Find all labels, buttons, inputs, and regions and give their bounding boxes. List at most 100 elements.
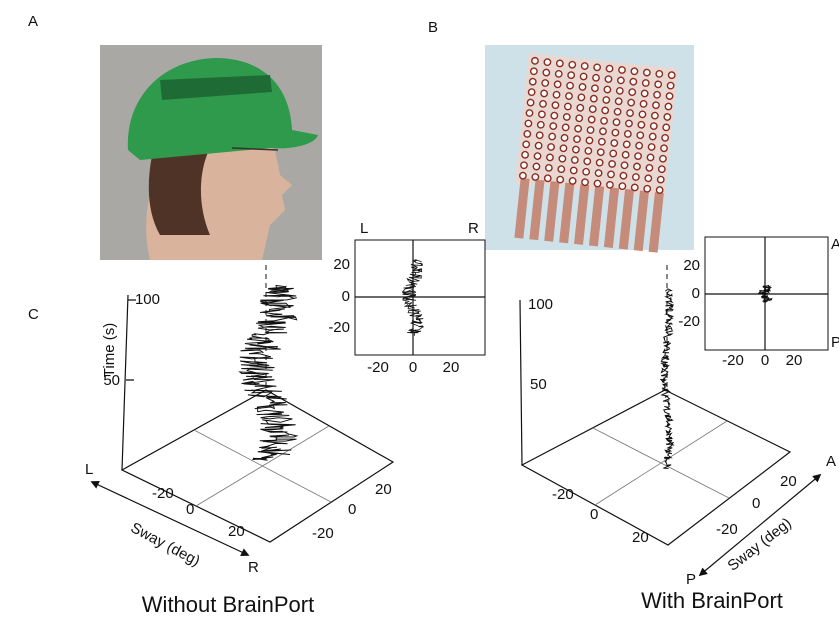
tick-label: 20 (683, 257, 700, 274)
tick-label: 0 (348, 501, 356, 518)
electrode (648, 143, 655, 150)
inset-label: A (831, 236, 839, 253)
electrode (568, 72, 575, 79)
electrode (533, 163, 540, 170)
electrode (601, 117, 608, 124)
electrode (534, 153, 541, 160)
electrode (527, 99, 534, 106)
electrode (645, 175, 652, 182)
electrode (525, 120, 532, 127)
electrode (618, 66, 625, 73)
electrode (608, 171, 615, 178)
electrode (564, 103, 571, 110)
tick-label: 20 (632, 529, 649, 546)
direction-label: P (686, 571, 696, 588)
electrode (631, 68, 638, 75)
electrode (635, 153, 642, 160)
electrode (529, 78, 536, 85)
inset-label: L (360, 220, 368, 237)
electrode (598, 138, 605, 145)
electrode (624, 130, 631, 137)
electrode (528, 89, 535, 96)
electrode (644, 185, 651, 192)
electrode (646, 164, 653, 171)
electrode (628, 99, 635, 106)
electrode (637, 132, 644, 139)
electrode (643, 69, 650, 76)
tick-label: 20 (228, 523, 245, 540)
electrode (537, 121, 544, 128)
electrode (619, 183, 626, 190)
direction-label: A (826, 453, 836, 470)
electrode (611, 140, 618, 147)
electrode (569, 61, 576, 68)
electrode (551, 112, 558, 119)
electrode (638, 121, 645, 128)
electrode (555, 70, 562, 77)
electrode (563, 113, 570, 120)
electrode (657, 176, 664, 183)
electrode (524, 130, 531, 137)
electrode (570, 167, 577, 174)
electrode (542, 79, 549, 86)
electrode (544, 59, 551, 66)
electrode (531, 57, 538, 64)
direction-label: R (248, 559, 259, 576)
electrode (526, 110, 533, 117)
electrode (615, 98, 622, 105)
electrode (583, 168, 590, 175)
tick-label: -20 (328, 319, 350, 336)
tick-label: 0 (409, 359, 417, 376)
tick-label: 20 (443, 359, 460, 376)
tick-label: 100 (135, 291, 160, 308)
electrode (636, 142, 643, 149)
electrode (572, 146, 579, 153)
electrode (610, 150, 617, 157)
tick-label: -20 (716, 521, 738, 538)
electrode (596, 159, 603, 166)
electrode (604, 86, 611, 93)
electrode (536, 132, 543, 139)
electrode (519, 172, 526, 179)
electrode (520, 162, 527, 169)
caption: With BrainPort (641, 588, 783, 613)
electrode (666, 93, 673, 100)
electrode (569, 177, 576, 184)
electrode (556, 60, 563, 67)
electrode (559, 155, 566, 162)
electrode (627, 110, 634, 117)
electrode (589, 106, 596, 113)
electrode (664, 113, 671, 120)
electrode (553, 91, 560, 98)
electrode (632, 173, 639, 180)
electrode (576, 115, 583, 122)
tick-label: 0 (186, 501, 194, 518)
electrode (541, 90, 548, 97)
electrode (558, 166, 565, 173)
electrode (549, 133, 556, 140)
tick-label: -20 (678, 313, 700, 330)
figure: A B C Time (s) 100 50 -20 0 20 20 0 -20 … (0, 0, 839, 629)
electrode (612, 129, 619, 136)
tick-label: -20 (312, 525, 334, 542)
tick-label: -20 (152, 485, 174, 502)
electrode (667, 82, 674, 89)
photo-electrode-array (485, 45, 694, 253)
tick-label: 0 (692, 285, 700, 302)
electrode (571, 157, 578, 164)
electrode (654, 91, 661, 98)
electrode (599, 128, 606, 135)
electrode (579, 83, 586, 90)
electrode (523, 141, 530, 148)
electrode (557, 176, 564, 183)
electrode (606, 65, 613, 72)
electrode (658, 166, 665, 173)
electrode (543, 69, 550, 76)
electrode (580, 73, 587, 80)
electrode (582, 179, 589, 186)
tick-label: 20 (786, 352, 803, 369)
electrode (625, 120, 632, 127)
electrode (575, 125, 582, 132)
tick-label: 100 (528, 296, 553, 313)
electrode (633, 163, 640, 170)
